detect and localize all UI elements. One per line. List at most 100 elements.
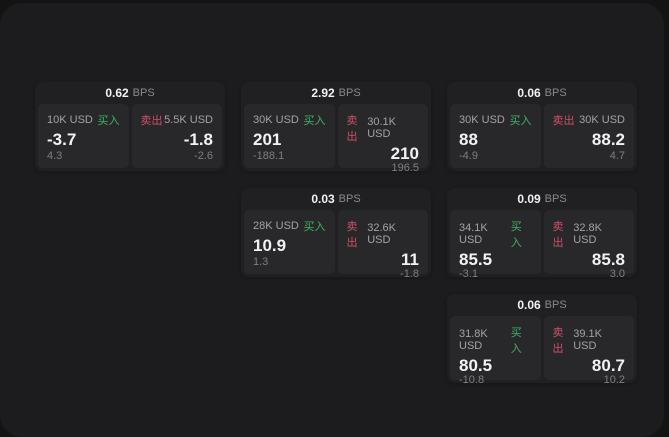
quote-card: 0.03 BPS 28K USD 买入 10.9 1.3 卖出 32.6K US… xyxy=(241,188,431,280)
bps-value: 0.62 xyxy=(105,86,129,100)
quote-card: 0.06 BPS 30K USD 买入 88 -4.9 卖出 30K USD 8… xyxy=(447,82,637,171)
buy-price: 201 xyxy=(253,130,282,149)
quote-cards-grid: 0.62 BPS 10K USD 买入 -3.7 4.3 卖出 5.5K USD… xyxy=(35,82,637,386)
sell-amount: 30.1K USD xyxy=(367,116,396,140)
buy-delta: -3.1 xyxy=(459,268,478,280)
quote-card: 2.92 BPS 30K USD 买入 201 -188.1 卖出 30.1K … xyxy=(241,82,431,174)
sell-delta: -2.6 xyxy=(194,150,213,162)
buy-tag: 买入 xyxy=(303,115,326,127)
buy-tile[interactable]: 30K USD 买入 201 -188.1 xyxy=(244,104,335,168)
buy-tag: 买入 xyxy=(510,327,522,355)
card-header: 0.06 BPS xyxy=(450,294,634,316)
sell-tile[interactable]: 卖出 32.8K USD 85.8 3.0 xyxy=(543,210,634,280)
buy-tag: 买入 xyxy=(509,115,532,127)
app-panel: 0.62 BPS 10K USD 买入 -3.7 4.3 卖出 5.5K USD… xyxy=(0,3,664,437)
sell-tile[interactable]: 卖出 39.1K USD 80.7 10.2 xyxy=(543,316,634,386)
buy-amount: 28K USD xyxy=(253,220,299,232)
card-header: 0.09 BPS xyxy=(450,188,634,210)
buy-amount: 10K USD xyxy=(47,114,93,126)
buy-amount: 34.1K USD xyxy=(459,222,488,246)
sell-price: 11 xyxy=(401,250,419,269)
buy-tile[interactable]: 28K USD 买入 10.9 1.3 xyxy=(244,210,335,274)
sell-price: 85.8 xyxy=(591,250,625,269)
sell-price: 80.7 xyxy=(591,356,625,375)
card-header: 2.92 BPS xyxy=(244,82,428,104)
buy-price: 88 xyxy=(459,130,478,149)
sell-delta: 196.5 xyxy=(391,162,419,174)
buy-tile[interactable]: 30K USD 买入 88 -4.9 xyxy=(450,104,541,168)
sell-tile-top: 卖出 5.5K USD xyxy=(141,112,214,128)
bps-value: 0.03 xyxy=(311,192,335,206)
buy-tile[interactable]: 34.1K USD 买入 85.5 -3.1 xyxy=(450,210,541,280)
card-header: 0.06 BPS xyxy=(450,82,634,104)
sell-tile[interactable]: 卖出 30.1K USD 210 196.5 xyxy=(337,104,428,174)
sell-amount: 30K USD xyxy=(579,114,625,126)
tiles-row: 28K USD 买入 10.9 1.3 卖出 32.6K USD 11 -1.8 xyxy=(244,210,428,280)
sell-tag: 卖出 xyxy=(346,221,358,249)
sell-price: 210 xyxy=(390,144,419,163)
sell-delta: 10.2 xyxy=(603,374,625,386)
buy-delta: 1.3 xyxy=(253,256,269,268)
buy-price: 10.9 xyxy=(253,236,287,255)
bps-value: 0.06 xyxy=(517,86,541,100)
buy-tile[interactable]: 31.8K USD 买入 80.5 -10.8 xyxy=(450,316,541,386)
sell-amount: 32.8K USD xyxy=(573,222,602,246)
buy-tile-top: 30K USD 买入 xyxy=(459,112,532,128)
bps-unit-label: BPS xyxy=(544,87,567,99)
bps-unit-label: BPS xyxy=(544,193,567,205)
buy-price: 85.5 xyxy=(459,250,493,269)
bps-unit-label: BPS xyxy=(338,87,361,99)
sell-tag: 卖出 xyxy=(140,115,163,127)
tiles-row: 30K USD 买入 88 -4.9 卖出 30K USD 88.2 4.7 xyxy=(450,104,634,168)
buy-tile-top: 30K USD 买入 xyxy=(253,112,326,128)
sell-tag: 卖出 xyxy=(346,115,358,143)
sell-delta: 4.7 xyxy=(609,150,625,162)
buy-delta: -188.1 xyxy=(253,150,285,162)
bps-unit-label: BPS xyxy=(338,193,361,205)
sell-tile[interactable]: 卖出 32.6K USD 11 -1.8 xyxy=(337,210,428,280)
sell-tile-top: 卖出 32.8K USD xyxy=(553,218,626,250)
buy-amount: 30K USD xyxy=(253,114,299,126)
bps-value: 0.09 xyxy=(517,192,541,206)
sell-price: -1.8 xyxy=(183,130,213,149)
buy-tile-top: 34.1K USD 买入 xyxy=(459,218,532,250)
buy-amount: 31.8K USD xyxy=(459,328,488,352)
buy-tile-top: 28K USD 买入 xyxy=(253,218,326,234)
sell-price: 88.2 xyxy=(591,130,625,149)
sell-amount: 5.5K USD xyxy=(164,114,213,126)
bps-unit-label: BPS xyxy=(132,87,155,99)
sell-tile-top: 卖出 39.1K USD xyxy=(553,324,626,356)
sell-delta: 3.0 xyxy=(609,268,625,280)
sell-tag: 卖出 xyxy=(552,221,564,249)
bps-value: 2.92 xyxy=(311,86,335,100)
quote-card: 0.06 BPS 31.8K USD 买入 80.5 -10.8 卖出 39.1… xyxy=(447,294,637,386)
buy-delta: 4.3 xyxy=(47,150,63,162)
quote-card: 0.09 BPS 34.1K USD 买入 85.5 -3.1 卖出 32.8K… xyxy=(447,188,637,280)
buy-tag: 买入 xyxy=(97,115,120,127)
buy-tile[interactable]: 10K USD 买入 -3.7 4.3 xyxy=(38,104,129,168)
card-header: 0.03 BPS xyxy=(244,188,428,210)
bps-value: 0.06 xyxy=(517,298,541,312)
sell-tag: 卖出 xyxy=(552,115,575,127)
sell-tile-top: 卖出 30K USD xyxy=(553,112,626,128)
card-header: 0.62 BPS xyxy=(38,82,222,104)
sell-tile[interactable]: 卖出 5.5K USD -1.8 -2.6 xyxy=(131,104,222,168)
sell-tile-top: 卖出 30.1K USD xyxy=(347,112,420,144)
sell-tile-top: 卖出 32.6K USD xyxy=(347,218,420,250)
buy-delta: -4.9 xyxy=(459,150,478,162)
buy-tag: 买入 xyxy=(510,221,522,249)
buy-price: 80.5 xyxy=(459,356,493,375)
sell-tile[interactable]: 卖出 30K USD 88.2 4.7 xyxy=(543,104,634,168)
sell-tag: 卖出 xyxy=(552,327,564,355)
buy-tile-top: 31.8K USD 买入 xyxy=(459,324,532,356)
buy-tag: 买入 xyxy=(303,221,326,233)
buy-delta: -10.8 xyxy=(459,374,485,386)
sell-amount: 39.1K USD xyxy=(573,328,602,352)
tiles-row: 31.8K USD 买入 80.5 -10.8 卖出 39.1K USD 80.… xyxy=(450,316,634,386)
sell-amount: 32.6K USD xyxy=(367,222,396,246)
buy-tile-top: 10K USD 买入 xyxy=(47,112,120,128)
sell-delta: -1.8 xyxy=(400,268,419,280)
quote-card: 0.62 BPS 10K USD 买入 -3.7 4.3 卖出 5.5K USD… xyxy=(35,82,225,171)
bps-unit-label: BPS xyxy=(544,299,567,311)
buy-amount: 30K USD xyxy=(459,114,505,126)
